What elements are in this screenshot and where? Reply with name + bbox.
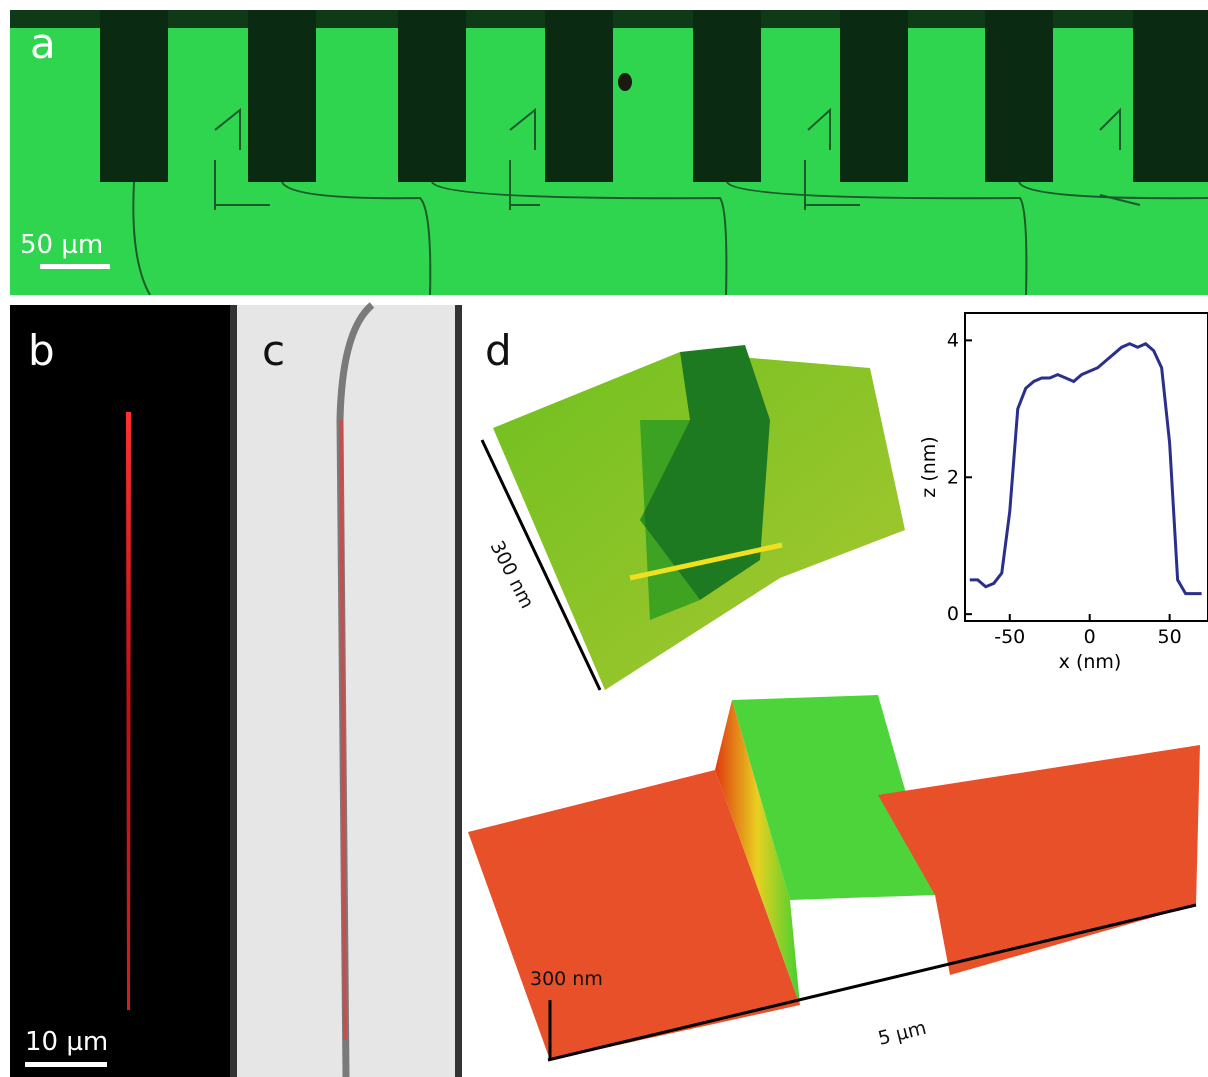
- panel-a: a 50 µm: [10, 10, 1208, 295]
- axis-label: 300 nm: [530, 968, 603, 990]
- panel-label: b: [28, 326, 55, 375]
- figure: a 50 µm b 10 µm c d 300 nm 300 nm 5 µm x…: [0, 0, 1208, 1077]
- divider: [455, 305, 462, 1077]
- panel-b: b 10 µm: [10, 305, 230, 1077]
- x-axis-label: x (nm): [1059, 651, 1122, 673]
- x-tick-label: -50: [994, 626, 1025, 648]
- scale-bar-label: 50 µm: [20, 230, 103, 260]
- panel-label: a: [30, 19, 56, 68]
- scale-bar-label: 10 µm: [25, 1027, 108, 1057]
- scale-bar: [25, 1062, 107, 1067]
- panel-d: d 300 nm 300 nm 5 µm: [462, 305, 1208, 1077]
- scale-bar: [40, 264, 110, 269]
- panel-label: c: [262, 326, 285, 375]
- y-axis-label: z (nm): [918, 436, 940, 497]
- x-tick-label: 0: [1084, 626, 1096, 648]
- x-tick-label: 50: [1158, 626, 1182, 648]
- y-tick-label: 0: [947, 603, 959, 625]
- divider: [230, 305, 237, 1077]
- panel-label: d: [485, 326, 512, 375]
- panel-c: c: [237, 305, 455, 1077]
- y-tick-label: 4: [947, 329, 959, 351]
- y-tick-label: 2: [947, 466, 959, 488]
